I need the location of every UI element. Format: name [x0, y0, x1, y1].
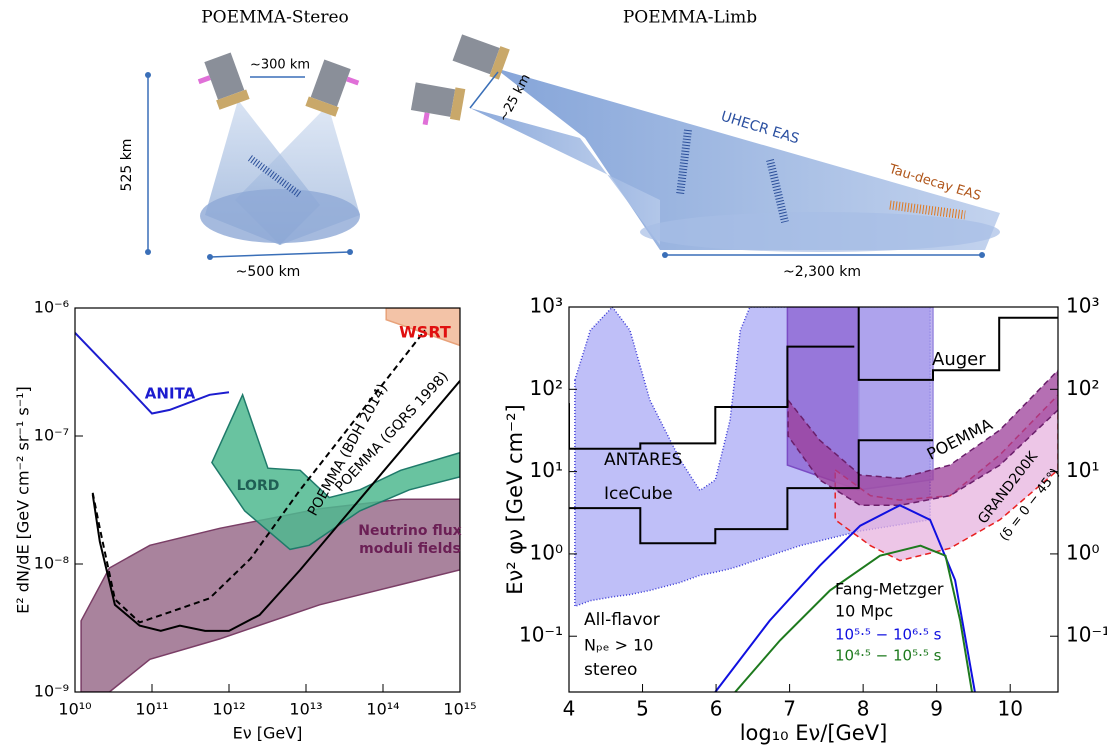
annotation: LORD [237, 478, 280, 494]
line [734, 544, 973, 692]
x-tick-label: 10¹³ [289, 700, 322, 719]
annotation: 10⁴·⁵ − 10⁵·⁵ s [835, 647, 942, 665]
dot [662, 252, 668, 258]
line [569, 439, 933, 545]
satellite [410, 82, 466, 126]
chart: 4 5 6 7 8 9 10 10⁻¹ 10⁰ 10¹ 10² 10³ 10⁻¹ 10⁰ 10¹ 10² 10³… [503, 294, 1107, 746]
annotation: 10 Mpc [835, 602, 893, 621]
line [91, 329, 426, 624]
y2-tick-label: 10³ [1066, 294, 1099, 318]
shower [889, 200, 966, 220]
annotation: Neutrino flux [358, 523, 461, 539]
line [714, 504, 976, 692]
label: 525 km [119, 139, 135, 192]
diagram-title: POEMMA-Limb [623, 8, 757, 28]
annotation: Fang-Metzger [835, 580, 944, 599]
y-tick-label: 10² [530, 376, 563, 400]
plot-frame [74, 307, 461, 693]
line [569, 345, 855, 450]
line [91, 380, 460, 632]
y-axis-title: Eν² φν [GeV cm⁻²] [503, 404, 527, 594]
line [857, 307, 1058, 381]
x-tick-label: 10¹² [212, 700, 245, 719]
region [211, 392, 460, 551]
y2-tick-label: 10⁻¹ [1066, 623, 1107, 647]
label: ~2,300 km [783, 264, 861, 280]
x-tick-label: 7 [783, 697, 796, 721]
x-tick-label: 6 [710, 697, 723, 721]
annotation: ANTARES [604, 450, 682, 470]
shower [247, 155, 303, 198]
band [80, 498, 460, 692]
y-tick-label: 10⁻⁷ [34, 426, 69, 445]
chart: 10¹⁰ 10¹¹ 10¹² 10¹³ 10¹⁴ 10¹⁵ 10⁻⁹ 10⁻⁸ 10⁻⁷ 10⁻⁶… [14, 298, 477, 743]
plot-area [569, 307, 1058, 692]
satellite [305, 59, 360, 117]
region [385, 308, 460, 347]
annotation: WSRT [399, 323, 451, 342]
line [75, 332, 230, 415]
band [857, 307, 934, 491]
annotation: Auger [932, 349, 986, 370]
x-tick-label: 10¹⁵ [443, 700, 476, 719]
x-tick-label: 9 [930, 697, 943, 721]
x-tick-label: 10 [997, 697, 1022, 721]
dimension-line [209, 251, 351, 258]
y-tick-label: 10⁻¹ [519, 623, 563, 647]
y-axis-title: E² dN/dE [GeV cm⁻² sr⁻¹ s⁻¹] [14, 386, 33, 614]
y2-tick-label: 10² [1066, 376, 1099, 400]
satellite [197, 52, 250, 110]
x-tick-label: 10¹⁰ [58, 700, 91, 719]
stereo-diagram: POEMMA-Stereo ~300 km 525 km ~500 km [119, 8, 360, 280]
view-beam [495, 68, 1000, 250]
annotation: Nₚₑ > 10 [584, 636, 653, 655]
dot [979, 252, 985, 258]
annotation: stereo [584, 660, 637, 680]
label: ~300 km [250, 58, 310, 73]
plot-area [75, 308, 460, 692]
view-beam [470, 108, 660, 245]
annotation: moduli fields [359, 541, 461, 557]
y2-tick-label: 10⁰ [1066, 540, 1099, 564]
y-tick-label: 10⁻⁸ [34, 554, 69, 573]
dot [207, 254, 213, 260]
annotation: All-flavor [584, 610, 660, 630]
y-tick-label: 10¹ [530, 458, 563, 482]
x-tick-label: 10¹⁴ [366, 700, 399, 719]
x-tick-label: 4 [563, 697, 576, 721]
x-tick-label: 8 [857, 697, 870, 721]
dot [347, 249, 353, 255]
label: ~500 km [236, 264, 301, 280]
annotation: ANITA [145, 385, 196, 403]
y-tick-label: 10⁻⁶ [34, 298, 69, 317]
y-tick-label: 10⁰ [530, 540, 563, 564]
y2-tick-label: 10¹ [1066, 458, 1099, 482]
x-axis-title: Eν [GeV] [233, 724, 303, 743]
footprint [200, 189, 360, 243]
dot [145, 249, 151, 255]
footprint [640, 212, 1000, 252]
y-tick-label: 10³ [530, 294, 563, 318]
dot [145, 72, 151, 78]
annotation: 10⁵·⁵ − 10⁶·⁵ s [835, 626, 942, 644]
limb-diagram: POEMMA-Limb ~25 km UHECR EAS Tau-decay E… [410, 8, 1000, 280]
plot-frame [568, 306, 1059, 693]
dimension-line [469, 71, 499, 109]
y-tick-label: 10⁻⁹ [34, 682, 69, 701]
x-axis-title: log₁₀ Eν/[GeV] [740, 721, 888, 745]
x-tick-label: 10¹¹ [135, 700, 168, 719]
satellite [452, 34, 510, 80]
annotation: IceCube [604, 484, 673, 504]
shower [676, 129, 692, 196]
x-tick-label: 5 [636, 697, 649, 721]
diagram-title: POEMMA-Stereo [201, 8, 349, 28]
